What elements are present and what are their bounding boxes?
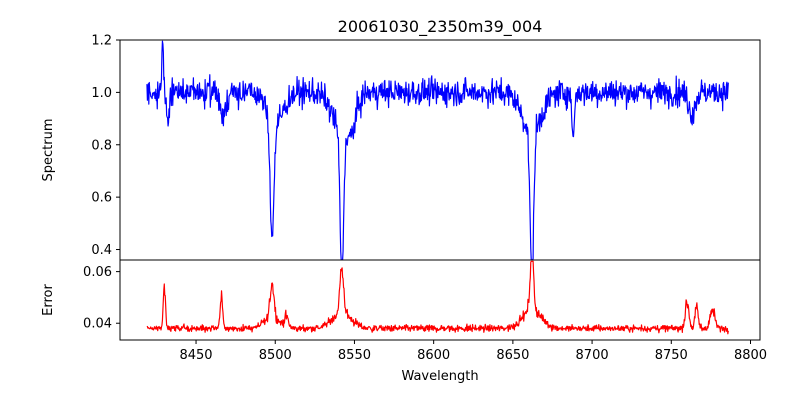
spectrum-axes-frame <box>119 39 761 261</box>
spectrum-y-axis-label: Spectrum <box>41 119 56 182</box>
spectrum-y-tick-label: 1.2 <box>91 34 112 49</box>
error-axes-frame <box>119 259 761 341</box>
x-tick-label: 8600 <box>417 348 450 363</box>
spectrum-y-tick-label: 0.6 <box>91 191 112 206</box>
chart-title: 20061030_2350m39_004 <box>338 17 543 37</box>
spectrum-y-tick-label: 1.0 <box>91 86 112 101</box>
spectrum-y-tick-label: 0.8 <box>91 138 112 153</box>
x-tick-label: 8450 <box>179 348 212 363</box>
chart-panels: 0.4 0.6 0.8 1.0 1.2 Spectrum 0.04 0.06 Error 8450… <box>41 34 767 364</box>
x-tick-label: 8700 <box>576 348 609 363</box>
x-axis-label: Wavelength <box>401 369 478 384</box>
spectrum-y-tick-label: 0.4 <box>91 243 112 258</box>
panel-spectrum: 0.4 0.6 0.8 1.0 1.2 Spectrum <box>41 34 761 261</box>
error-series-line <box>146 260 729 335</box>
x-tick-label: 8500 <box>259 348 292 363</box>
x-tick-label: 8750 <box>655 348 688 363</box>
x-tick-label: 8800 <box>734 348 767 363</box>
x-tick-label: 8650 <box>496 348 529 363</box>
error-y-tick-label: 0.06 <box>83 265 112 280</box>
error-y-tick-label: 0.04 <box>83 317 112 332</box>
error-y-axis-label: Error <box>41 284 56 316</box>
spectrum-series-line <box>146 40 729 261</box>
panel-error: 0.04 0.06 Error 8450 8500 8550 8600 8650 8700 875… <box>41 259 767 363</box>
x-tick-label: 8550 <box>338 348 371 363</box>
